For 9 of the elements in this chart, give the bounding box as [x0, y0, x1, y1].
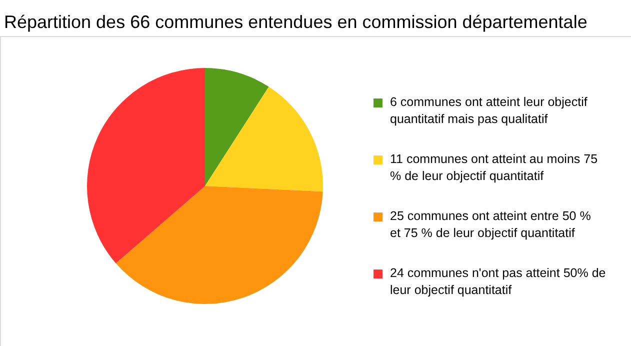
- legend-label: 25 communes ont atteint entre 50 % et 75 % de leur objectif quantitatif: [390, 209, 591, 240]
- legend-label: 24 communes n'ont pas atteint 50% de leur objectif quantitatif: [390, 266, 606, 297]
- pie-slice: [116, 186, 323, 304]
- legend-label: 11 communes ont atteint au moins 75 % de leur objectif quantitatif: [390, 152, 598, 183]
- pie-slice: [87, 68, 205, 264]
- legend-label: 6 communes ont atteint leur objectif quantitatif mais pas qualitatif: [390, 95, 588, 126]
- chart-title: Répartition des 66 communes entendues en commission départementale: [4, 12, 588, 32]
- pie-slice: [205, 68, 269, 186]
- pie-slice: [205, 86, 323, 192]
